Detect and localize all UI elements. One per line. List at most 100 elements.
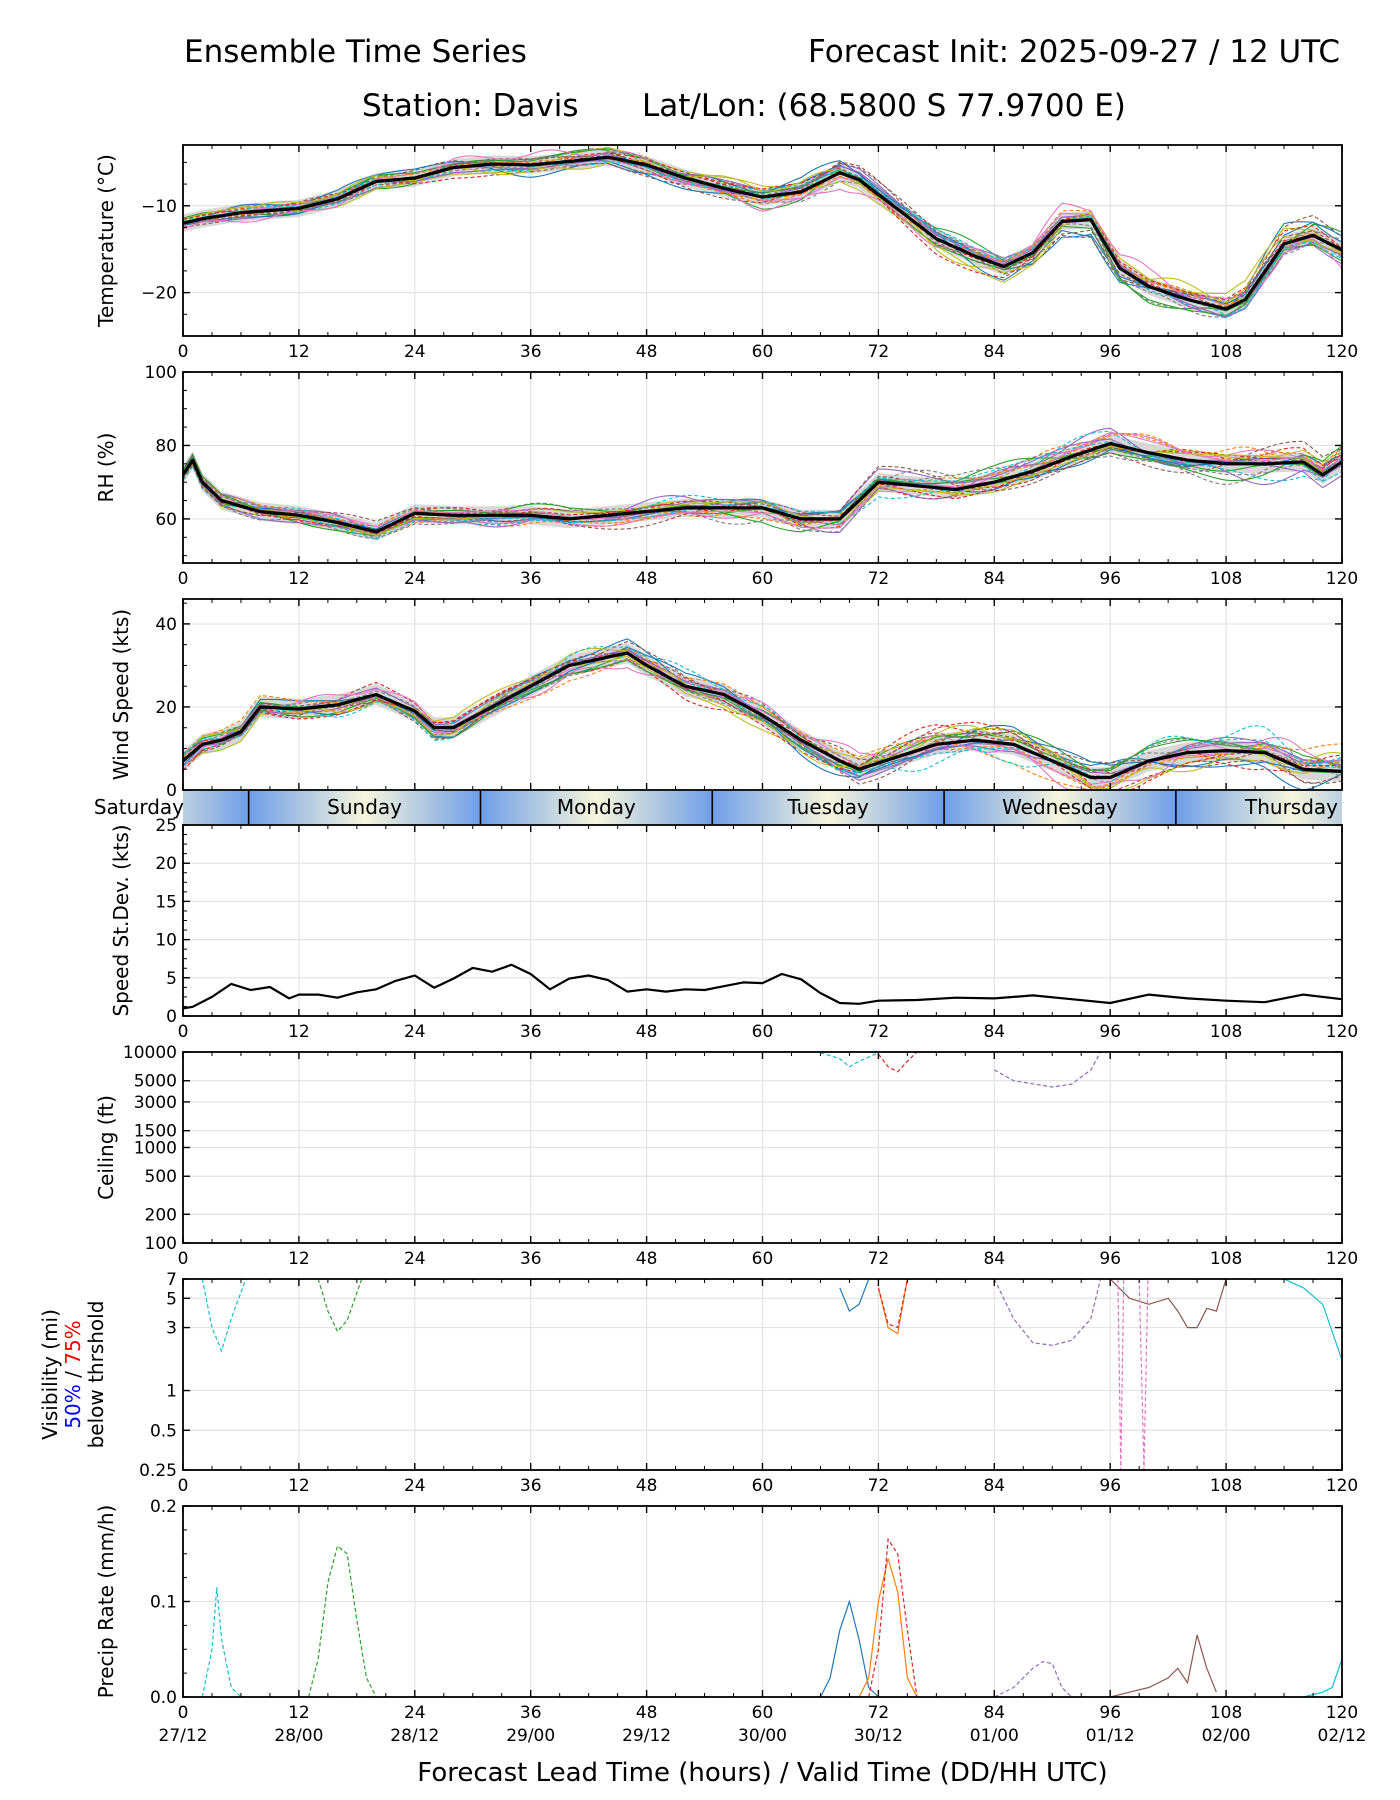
temp-member-2 <box>183 160 1342 308</box>
ceil-ytick-label: 5000 <box>134 1072 177 1092</box>
rh-xtick-label: 24 <box>404 569 426 589</box>
vis-segment-2 <box>317 1279 363 1333</box>
vis-grid <box>182 1278 1343 1471</box>
precip-segment-3 <box>819 1599 879 1697</box>
wspd-ytick-label: 40 <box>155 615 177 635</box>
ceil-xtick-label: 60 <box>752 1249 774 1269</box>
temp-xtick-label: 36 <box>520 342 542 362</box>
rh-member-8 <box>183 452 1342 540</box>
vis-ylabel-p75: 75% <box>61 1320 85 1364</box>
vis-xtick-label: 12 <box>288 1476 310 1496</box>
ceil-xtick-label: 72 <box>868 1249 890 1269</box>
sdev-grid <box>182 824 1343 1017</box>
ceil-xtick-label: 24 <box>404 1249 426 1269</box>
wspd-member-3 <box>183 653 1342 772</box>
temp-member-8 <box>183 147 1342 310</box>
temp-spread <box>183 148 1342 318</box>
vis-xtick-label: 36 <box>520 1476 542 1496</box>
valid-time-label: 30/12 <box>854 1726 903 1746</box>
title-station: Station: Davis <box>362 88 579 124</box>
vis-ylabel-sep: / <box>61 1365 85 1384</box>
sdev-xtick-label: 12 <box>288 1022 310 1042</box>
day-label-sunday: Sunday <box>327 795 402 819</box>
vis-ytick-label: 0.5 <box>150 1421 177 1441</box>
ceil-ytick-label: 500 <box>145 1167 177 1187</box>
precip-segment-8 <box>1303 1658 1342 1697</box>
precip-ytick-label: 0.0 <box>150 1688 177 1708</box>
sdev-xaxis: 0 12 24 36 48 60 72 84 96 108 120 <box>178 825 1358 1042</box>
vis-xtick-label: 24 <box>404 1476 426 1496</box>
day-label-wednesday: Wednesday <box>1002 795 1118 819</box>
vis-ylabel-p50: 50% <box>61 1384 85 1428</box>
ceil-xtick-label: 36 <box>520 1249 542 1269</box>
rh-ytick-label: 60 <box>155 510 177 530</box>
precip-xtick-label: 24 <box>404 1703 426 1723</box>
precip-xtick-label: 96 <box>1099 1703 1121 1723</box>
sdev-xtick-label: 36 <box>520 1022 542 1042</box>
panel-temp: −10 −20 0 12 24 36 48 60 72 84 96 108 120 Temperature… <box>94 144 1358 362</box>
rh-xtick-label: 120 <box>1326 569 1358 589</box>
rh-xtick-label: 48 <box>636 569 658 589</box>
temp-xtick-label: 108 <box>1210 342 1242 362</box>
sdev-xtick-label: 60 <box>752 1022 774 1042</box>
title-latlon: Lat/Lon: (68.5800 S 77.9700 E) <box>642 88 1126 124</box>
temp-xtick-label: 96 <box>1099 342 1121 362</box>
rh-plot <box>183 427 1342 541</box>
day-segment <box>944 791 1176 824</box>
wspd-yaxis: 0 20 40 <box>155 602 1342 801</box>
ceil-xtick-label: 48 <box>636 1249 658 1269</box>
precip-grid <box>182 1505 1343 1698</box>
valid-time-label: 01/00 <box>970 1726 1019 1746</box>
panel-sdev: 0 5 10 15 20 25 0 12 24 36 48 60 72 84 96 108 120 Speed S… <box>109 816 1358 1042</box>
vis-segment-6 <box>993 1279 1102 1346</box>
valid-time-label: 27/12 <box>159 1726 208 1746</box>
sdev-xtick-label: 24 <box>404 1022 426 1042</box>
ceil-xtick-label: 96 <box>1099 1249 1121 1269</box>
sdev-ytick-label: 10 <box>155 931 177 951</box>
rh-xtick-label: 84 <box>983 569 1005 589</box>
x-axis-title: Forecast Lead Time (hours) / Valid Time … <box>417 1758 1107 1788</box>
wspd-ylabel: Wind Speed (kts) <box>109 609 133 780</box>
ceil-segment-3 <box>820 1052 879 1068</box>
temp-xtick-label: 60 <box>752 342 774 362</box>
title-left: Ensemble Time Series <box>184 34 527 70</box>
day-band-fill <box>183 791 1342 824</box>
valid-time-label: 01/12 <box>1086 1726 1135 1746</box>
day-label-saturday: Saturday <box>94 795 184 819</box>
precip-xtick-label: 120 <box>1326 1703 1358 1723</box>
wspd-member-14 <box>183 651 1342 790</box>
rh-xaxis: 0 12 24 36 48 60 72 84 96 108 120 <box>178 372 1358 589</box>
temp-member-10 <box>183 156 1342 319</box>
ceil-segment-1 <box>994 1052 1102 1088</box>
temp-xtick-label: 72 <box>868 342 890 362</box>
precip-segment-1 <box>201 1587 242 1697</box>
precip-plot <box>201 1537 1342 1697</box>
day-label-monday: Monday <box>557 795 636 819</box>
vis-xtick-label: 96 <box>1099 1476 1121 1496</box>
wspd-xaxis <box>182 599 1343 790</box>
temp-xtick-label: 120 <box>1326 342 1358 362</box>
precip-ylabel: Precip Rate (mm/h) <box>94 1505 118 1699</box>
wspd-member-19 <box>183 648 1342 790</box>
sdev-xtick-label: 72 <box>868 1022 890 1042</box>
valid-time-axis: 27/12 28/00 28/12 29/00 29/12 30/00 30/12 01/00… <box>159 1726 1367 1746</box>
rh-member-18 <box>183 448 1342 539</box>
day-segment <box>1175 791 1342 824</box>
rh-ytick-label: 80 <box>155 436 177 456</box>
vis-segment-7 <box>1109 1279 1227 1329</box>
temp-ytick-label: −10 <box>141 197 177 217</box>
valid-time-label: 02/12 <box>1318 1726 1367 1746</box>
vis-xtick-label: 0 <box>178 1476 189 1496</box>
ceil-xtick-label: 0 <box>178 1249 189 1269</box>
vis-yaxis: 0.25 0.5 1 3 57 <box>139 1270 1342 1481</box>
vis-ylabel-below: below thrshold <box>84 1301 108 1449</box>
precip-xtick-label: 0 <box>178 1703 189 1723</box>
day-label-tuesday: Tuesday <box>786 795 869 819</box>
day-segment <box>480 791 713 824</box>
precip-ytick-label: 0.1 <box>150 1593 177 1613</box>
vis-xtick-label: 72 <box>868 1476 890 1496</box>
ceil-xtick-label: 120 <box>1326 1249 1358 1269</box>
vis-xtick-label: 48 <box>636 1476 658 1496</box>
temp-mean-line <box>183 155 1342 311</box>
